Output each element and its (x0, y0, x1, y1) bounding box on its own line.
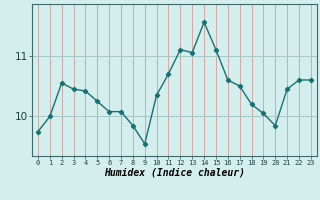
X-axis label: Humidex (Indice chaleur): Humidex (Indice chaleur) (104, 168, 245, 178)
